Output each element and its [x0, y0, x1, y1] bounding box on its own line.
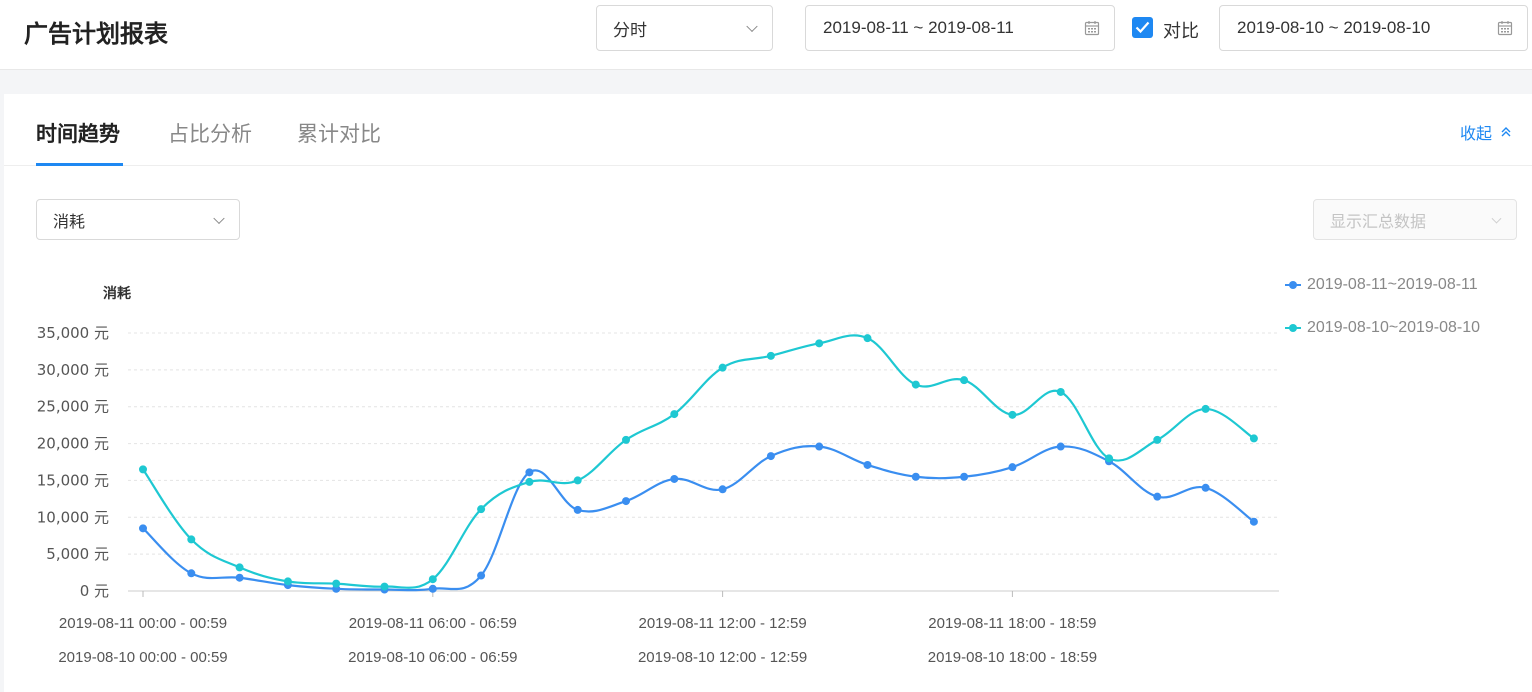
double-chevron-up-icon [1501, 127, 1511, 137]
data-point[interactable] [815, 442, 824, 451]
data-point[interactable] [766, 452, 775, 461]
tab-bar: 时间趋势 占比分析 累计对比 收起 [4, 94, 1532, 166]
x-tick-label: 2019-08-10 06:00 - 06:59 [348, 649, 517, 666]
data-point[interactable] [428, 575, 437, 584]
data-point[interactable] [960, 376, 969, 385]
legend-label: 2019-08-10~2019-08-10 [1307, 319, 1481, 336]
compare-range-value: 2019-08-10 ~ 2019-08-10 [1237, 18, 1431, 37]
y-axis-label: 消耗 [103, 285, 131, 302]
data-point[interactable] [863, 334, 872, 343]
data-point[interactable] [1056, 442, 1065, 451]
data-point[interactable] [380, 582, 389, 591]
data-point[interactable] [139, 465, 147, 474]
data-point[interactable] [622, 497, 630, 506]
series-line-2 [142, 334, 1255, 589]
y-tick-label: 25,000 元 [37, 398, 109, 416]
y-tick-label: 10,000 元 [37, 508, 109, 526]
data-point[interactable] [187, 569, 196, 578]
y-tick-label: 15,000 元 [37, 471, 109, 489]
data-point[interactable] [1201, 483, 1210, 492]
summary-placeholder: 显示汇总数据 [1330, 211, 1427, 231]
granularity-select[interactable]: 分时 [596, 5, 773, 51]
calendar-icon [1084, 21, 1100, 36]
compare-label: 对比 [1163, 21, 1199, 42]
data-point[interactable] [718, 363, 727, 372]
data-point[interactable] [283, 577, 292, 586]
legend-item-series-2[interactable]: 2019-08-10~2019-08-10 [1285, 319, 1480, 337]
data-point[interactable] [1008, 410, 1017, 419]
legend-marker [1285, 323, 1301, 333]
x-tick-label: 2019-08-11 18:00 - 18:59 [928, 615, 1096, 632]
data-point[interactable] [960, 472, 969, 481]
data-point[interactable] [1153, 435, 1162, 444]
x-tick-label: 2019-08-10 00:00 - 00:59 [58, 649, 227, 666]
data-point[interactable] [187, 535, 196, 544]
date-range-value: 2019-08-11 ~ 2019-08-11 [823, 18, 1014, 37]
data-point[interactable] [573, 476, 582, 485]
data-point[interactable] [573, 505, 582, 514]
metric-value: 消耗 [53, 211, 86, 231]
data-point[interactable] [863, 460, 872, 469]
data-point[interactable] [428, 584, 437, 593]
data-point[interactable] [525, 468, 534, 477]
data-point[interactable] [1153, 492, 1162, 501]
data-point[interactable] [911, 472, 920, 481]
data-point[interactable] [1105, 454, 1113, 463]
compare-checkbox[interactable] [1132, 17, 1153, 38]
data-point[interactable] [235, 573, 244, 582]
y-tick-label: 20,000 元 [37, 435, 109, 453]
legend-marker [1285, 280, 1301, 290]
collapse-button[interactable]: 收起 [1460, 120, 1512, 144]
data-point[interactable] [670, 410, 679, 419]
tab-share-analysis[interactable]: 占比分析 [168, 122, 252, 146]
x-tick-label: 2019-08-11 12:00 - 12:59 [639, 615, 807, 632]
y-tick-label: 30,000 元 [37, 361, 109, 379]
x-tick-label: 2019-08-10 12:00 - 12:59 [638, 649, 807, 666]
data-point[interactable] [235, 563, 244, 572]
summary-select: 显示汇总数据 [1313, 199, 1517, 240]
data-point[interactable] [718, 485, 727, 494]
data-point[interactable] [1008, 463, 1017, 472]
x-tick-label: 2019-08-10 18:00 - 18:59 [928, 649, 1097, 666]
data-point[interactable] [1056, 387, 1065, 396]
data-point[interactable] [1249, 434, 1258, 443]
data-point[interactable] [525, 477, 534, 486]
data-point[interactable] [139, 524, 147, 533]
series-line-1 [142, 445, 1255, 592]
x-tick-label: 2019-08-11 00:00 - 00:59 [59, 615, 227, 632]
active-tab-indicator [36, 163, 123, 166]
y-tick-label: 5,000 元 [46, 545, 109, 563]
data-point[interactable] [815, 339, 824, 348]
data-point[interactable] [477, 505, 486, 514]
data-point[interactable] [1249, 517, 1258, 526]
data-point[interactable] [766, 351, 775, 360]
calendar-icon [1497, 21, 1513, 36]
check-icon [1135, 21, 1150, 34]
page-header: 广告计划报表 分时 2019-08-11 ~ 2019-08-11 对比 201… [0, 0, 1532, 70]
x-tick-label: 2019-08-11 06:00 - 06:59 [349, 615, 517, 632]
metric-select[interactable]: 消耗 [36, 199, 240, 240]
y-tick-label: 35,000 元 [37, 324, 109, 342]
legend-item-series-1[interactable]: 2019-08-11~2019-08-11 [1285, 276, 1478, 294]
legend-label: 2019-08-11~2019-08-11 [1307, 276, 1478, 293]
tab-time-trend[interactable]: 时间趋势 [36, 122, 120, 146]
data-point[interactable] [477, 571, 486, 580]
date-range-picker[interactable]: 2019-08-11 ~ 2019-08-11 [805, 5, 1115, 51]
data-point[interactable] [1201, 404, 1210, 413]
tab-cumulative-compare[interactable]: 累计对比 [297, 122, 381, 146]
compare-range-picker[interactable]: 2019-08-10 ~ 2019-08-10 [1219, 5, 1528, 51]
data-point[interactable] [332, 579, 341, 588]
collapse-label: 收起 [1459, 124, 1492, 143]
granularity-value: 分时 [613, 20, 647, 41]
page-title: 广告计划报表 [24, 20, 168, 48]
report-panel: 时间趋势 占比分析 累计对比 收起 消耗 显示汇总数据 [4, 94, 1532, 692]
y-tick-label: 0 元 [80, 582, 109, 600]
data-point[interactable] [911, 380, 920, 389]
data-point[interactable] [622, 435, 630, 444]
data-point[interactable] [670, 474, 679, 483]
